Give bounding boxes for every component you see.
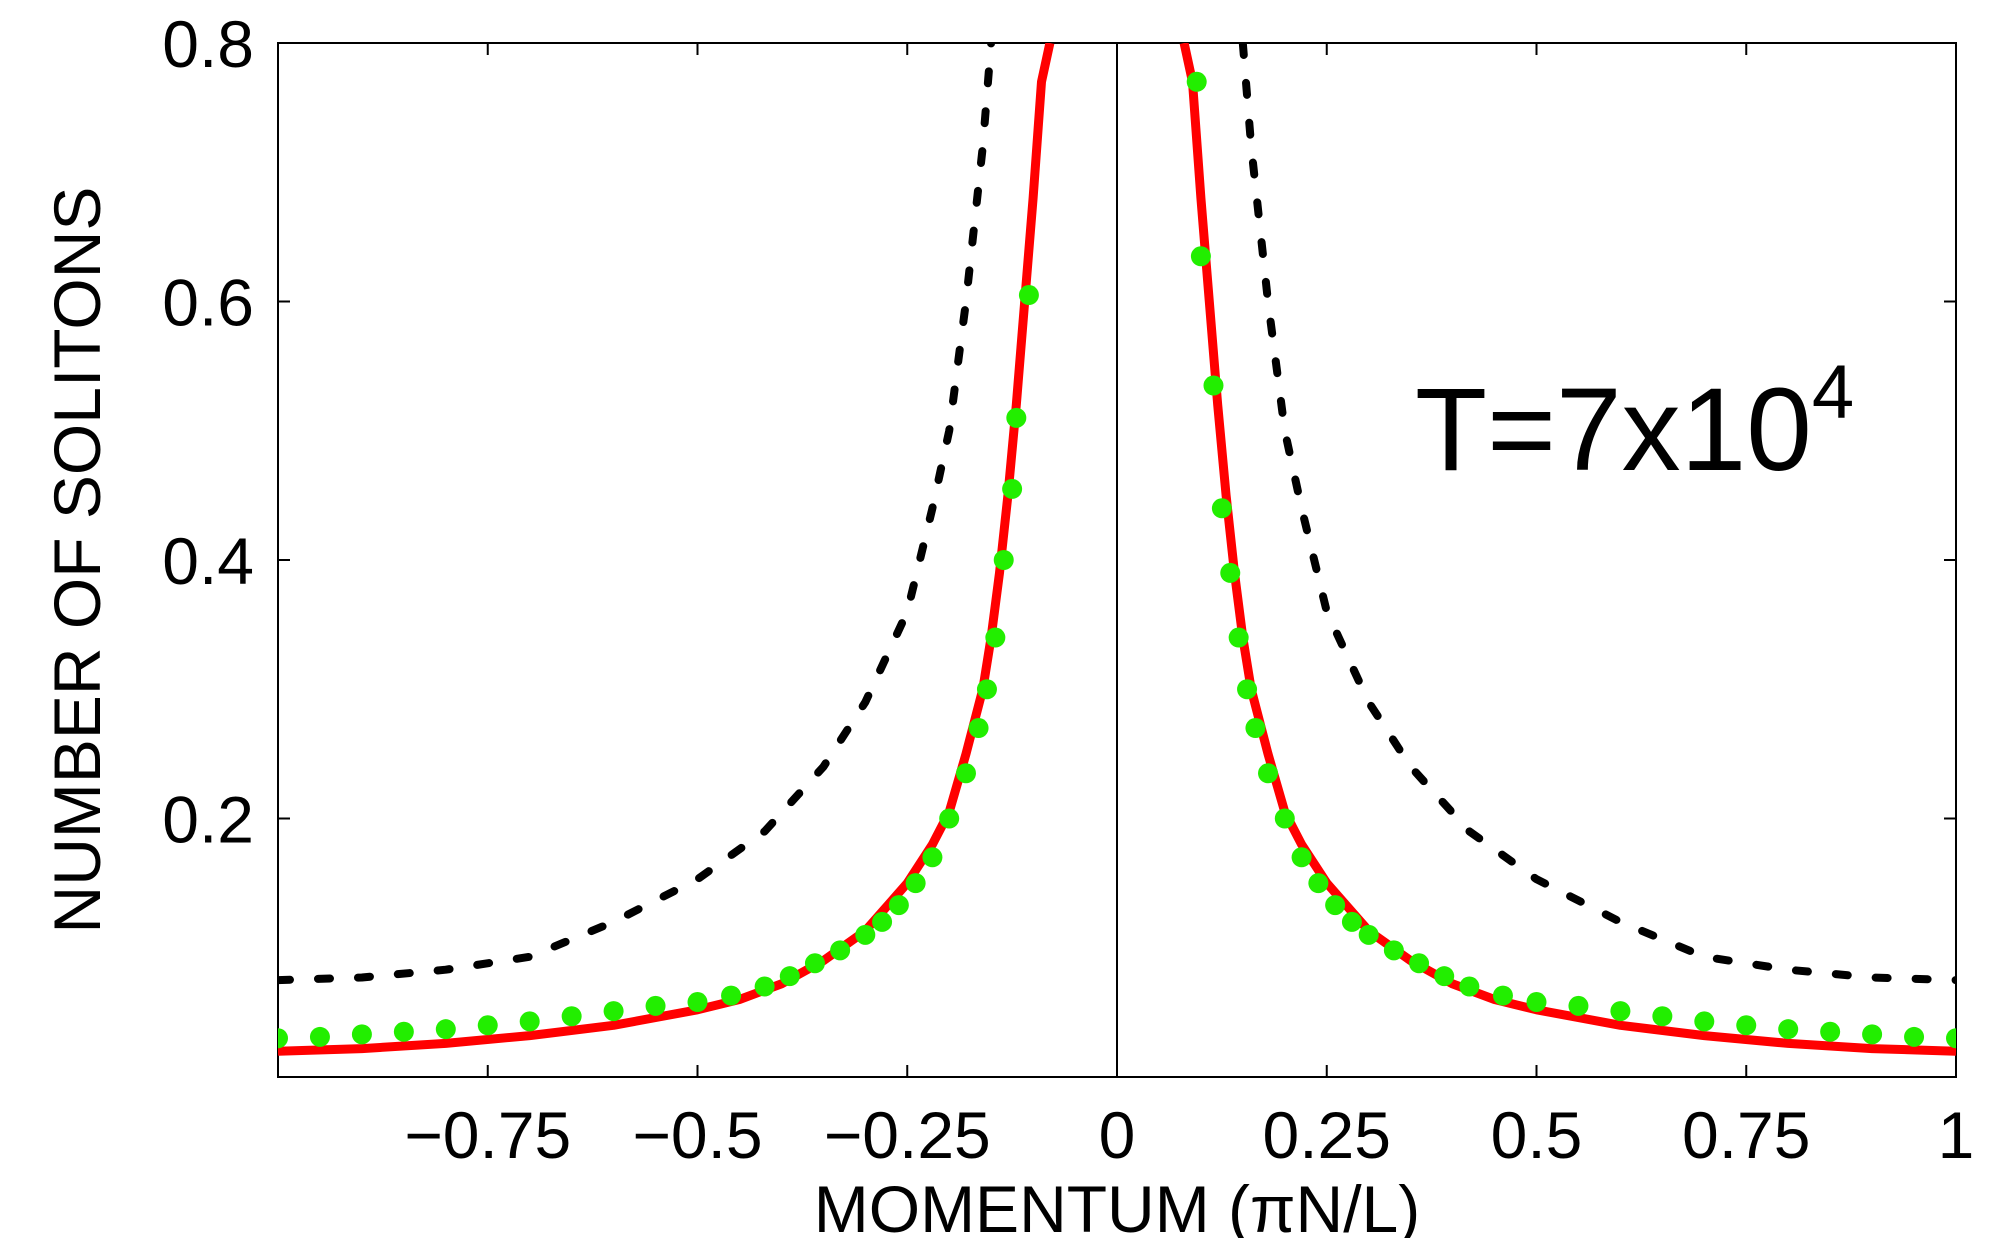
x-tick-label: 0 xyxy=(1099,1098,1136,1172)
series-marker xyxy=(1211,498,1232,519)
series-marker xyxy=(435,1019,456,1040)
series-marker xyxy=(754,976,775,997)
dashed-series-line xyxy=(278,43,996,985)
series-marker xyxy=(779,966,800,987)
series-marker xyxy=(1291,847,1312,868)
series-marker xyxy=(1778,1019,1799,1040)
series-marker xyxy=(1186,71,1207,92)
series-marker xyxy=(993,550,1014,570)
series-marker xyxy=(1610,1001,1631,1022)
series-marker xyxy=(1018,285,1039,306)
series-marker xyxy=(561,1006,582,1027)
dashed-series-line xyxy=(1238,43,1956,985)
series-marker xyxy=(519,1011,540,1032)
annotation-base: T=7x10 xyxy=(1415,364,1812,496)
series-marker xyxy=(1904,1026,1925,1047)
series-marker xyxy=(603,1001,624,1022)
x-tick-label: −0.5 xyxy=(632,1098,762,1172)
series-marker xyxy=(1694,1011,1715,1032)
series-marker xyxy=(687,992,708,1013)
series-marker xyxy=(1006,407,1027,428)
series-marker xyxy=(855,924,876,945)
y-tick-label: 0.2 xyxy=(162,783,254,857)
y-tick-label: 0.4 xyxy=(162,524,254,598)
series-marker xyxy=(393,1021,414,1042)
solid-series-line xyxy=(278,43,1055,1056)
series-marker xyxy=(1274,808,1295,829)
series-marker xyxy=(985,627,1006,648)
series-marker xyxy=(1409,953,1430,974)
series-marker xyxy=(1220,562,1241,583)
series-marker xyxy=(1820,1021,1841,1042)
axis-ticks xyxy=(278,42,1957,1077)
series-marker xyxy=(1492,985,1513,1006)
x-tick-label: −0.75 xyxy=(404,1098,571,1172)
series-marker xyxy=(278,1028,288,1049)
series-marker xyxy=(351,1024,372,1045)
series-layer xyxy=(278,43,1956,1056)
series-marker xyxy=(1341,911,1362,932)
series-marker xyxy=(1002,478,1023,499)
series-marker xyxy=(1862,1024,1883,1045)
series-marker xyxy=(1358,924,1379,945)
x-tick-label: 0.75 xyxy=(1682,1098,1810,1172)
series-marker xyxy=(1736,1015,1757,1036)
series-marker xyxy=(1459,976,1480,997)
series-marker xyxy=(1526,992,1547,1013)
series-marker xyxy=(939,808,960,829)
series-marker xyxy=(1203,375,1224,396)
series-marker xyxy=(1383,940,1404,961)
y-tick-label: 0.8 xyxy=(162,7,254,81)
annotation-exponent: 4 xyxy=(1812,350,1854,435)
series-marker xyxy=(1190,246,1211,267)
series-marker xyxy=(1568,995,1589,1016)
series-marker xyxy=(888,895,909,916)
series-marker xyxy=(922,847,943,868)
series-marker xyxy=(1245,718,1266,739)
series-marker xyxy=(872,911,893,932)
tick-labels: −0.75 −0.5 −0.25 0 0.25 0.5 0.75 1 0.2 0.4 0.6 0.8 xyxy=(162,7,1974,1172)
series-marker xyxy=(1946,1028,1956,1049)
series-marker xyxy=(1237,679,1258,700)
series-marker xyxy=(830,940,851,961)
x-tick-label: 0.25 xyxy=(1263,1098,1391,1172)
series-marker xyxy=(804,953,825,974)
series-marker xyxy=(1434,966,1455,987)
series-marker xyxy=(1308,873,1329,894)
series-marker xyxy=(905,873,926,894)
x-tick-label: 1 xyxy=(1938,1098,1975,1172)
series-marker xyxy=(1228,627,1249,648)
solid-series-line xyxy=(1179,43,1956,1056)
series-marker xyxy=(1258,763,1279,784)
series-marker xyxy=(477,1015,498,1036)
y-tick-label: 0.6 xyxy=(162,266,254,340)
temperature-annotation: T=7x104 xyxy=(1415,350,1854,496)
series-marker xyxy=(1652,1006,1673,1027)
series-marker xyxy=(968,718,989,739)
x-axis-label: MOMENTUM (πN/L) xyxy=(814,1172,1420,1238)
series-marker xyxy=(955,763,976,784)
y-axis-label: NUMBER OF SOLITONS xyxy=(40,187,114,934)
series-marker xyxy=(645,995,666,1016)
series-marker xyxy=(976,679,997,700)
series-marker xyxy=(309,1026,330,1047)
series-marker xyxy=(721,985,742,1006)
series-marker xyxy=(1325,895,1346,916)
x-tick-label: −0.25 xyxy=(824,1098,991,1172)
x-tick-label: 0.5 xyxy=(1491,1098,1583,1172)
